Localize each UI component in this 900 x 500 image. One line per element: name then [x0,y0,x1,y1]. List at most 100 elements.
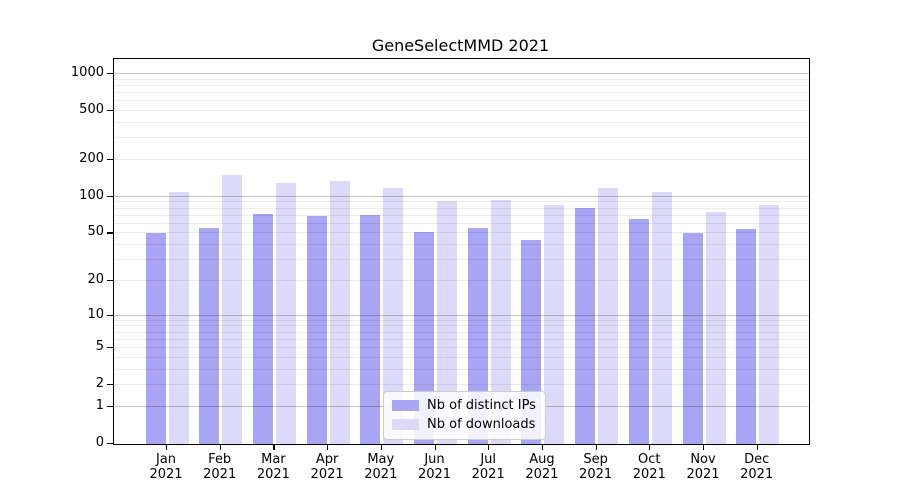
x-axis-tick [219,444,221,450]
bar-distinct-ips-dec [736,229,757,444]
legend-item-distinct-ips: Nb of distinct IPs [392,398,536,413]
x-axis-tick [434,444,436,450]
year-label: 2021 [364,467,398,482]
y-axis-tick-label: 500 [79,102,104,118]
bar-downloads-sep [598,188,619,444]
gridline-minor [114,78,809,80]
gridline-minor [114,100,809,102]
gridline-minor [114,232,809,234]
y-axis-tick [107,314,113,316]
x-axis-tick [327,444,329,450]
y-axis-tick-label: 1 [95,397,104,413]
bar-distinct-ips-oct [628,218,649,444]
bar-downloads-jul [490,200,511,444]
x-axis-tick [595,444,597,450]
gridline-minor [114,368,809,370]
x-axis-tick [756,444,758,450]
x-axis-tick-label: Nov 2021 [673,452,733,482]
gridline-minor [114,214,809,216]
month-label: Mar [261,452,286,467]
month-label: Aug [529,452,555,467]
bar-distinct-ips-mar [252,214,273,444]
y-axis-tick-label: 1000 [70,65,104,80]
month-label: Jun [424,452,445,467]
gridline-major [114,73,809,74]
gridline-minor [114,110,809,112]
bar-downloads-dec [759,204,780,444]
bar-distinct-ips-may [360,215,381,444]
year-label: 2021 [740,467,774,482]
x-axis-tick-label: Mar 2021 [243,452,303,482]
legend-label: Nb of downloads [427,417,536,432]
gridline-major [114,314,809,316]
gridline-minor [114,201,809,203]
bar-downloads-aug [544,204,565,444]
y-axis-tick-label: 2 [95,376,104,392]
bar-downloads-mar [275,182,296,444]
year-label: 2021 [579,467,613,482]
bar-downloads-jun [437,201,457,444]
month-label: Feb [208,452,232,467]
year-label: 2021 [149,467,183,482]
year-label: 2021 [256,467,290,482]
x-axis-tick [703,444,705,450]
x-axis-tick [273,444,275,450]
legend-swatch-icon [392,419,419,430]
month-label: Apr [315,452,339,467]
gridline-minor [114,159,809,160]
gridline-minor [114,122,809,123]
x-axis-tick [380,444,382,450]
y-axis-tick-label: 200 [79,151,104,166]
legend-swatch-icon [392,400,419,411]
year-label: 2021 [632,467,666,482]
y-axis-tick [107,384,113,386]
y-axis-tick [107,347,113,349]
bar-distinct-ips-feb [199,227,220,444]
y-axis-tick [107,405,113,408]
gridline-minor [114,207,809,209]
y-axis-tick-label: 0 [95,435,104,450]
gridline-minor [114,92,809,94]
y-axis-tick [107,73,113,75]
month-label: Dec [744,452,770,467]
year-label: 2021 [525,467,559,482]
x-axis-tick-label: May 2021 [351,452,411,482]
gridline-minor [114,325,809,327]
x-axis-tick-label: Feb 2021 [190,452,250,482]
y-axis-tick [107,195,113,197]
bar-downloads-oct [651,192,672,444]
x-axis-tick [541,444,544,450]
gridline-minor [114,384,809,386]
gridline-minor [114,137,809,139]
y-axis-tick-label: 5 [95,339,104,354]
y-axis-tick [107,159,113,161]
year-label: 2021 [471,467,505,482]
y-axis-tick [107,443,113,445]
legend-item-downloads: Nb of downloads [392,417,536,432]
y-axis-tick [107,232,113,234]
x-axis-tick-label: Apr 2021 [297,452,357,482]
y-axis-tick [107,110,113,112]
bar-distinct-ips-sep [575,208,596,444]
bar-downloads-feb [222,174,243,444]
month-label: Oct [638,452,661,467]
x-axis-tick-label: Jun 2021 [405,452,465,482]
gridline-minor [114,338,809,340]
legend-label: Nb of distinct IPs [427,398,536,413]
gridline-minor [114,84,809,86]
bar-downloads-jan [168,192,189,444]
bar-distinct-ips-nov [682,233,703,444]
y-axis-tick-label: 20 [87,271,104,287]
year-label: 2021 [686,467,720,482]
x-axis-tick-label: Sep 2021 [566,452,626,482]
x-axis-tick [166,444,168,450]
chart-title: GeneSelectMMD 2021 [371,36,550,55]
y-axis-tick-label: 100 [79,187,104,203]
year-label: 2021 [310,467,344,482]
bar-distinct-ips-apr [306,215,327,444]
month-label: Sep [583,452,608,467]
bar-distinct-ips-jan [145,233,166,444]
gridline-minor [114,319,809,321]
x-axis-tick-label: Aug 2021 [512,452,572,482]
month-label: May [367,452,395,467]
